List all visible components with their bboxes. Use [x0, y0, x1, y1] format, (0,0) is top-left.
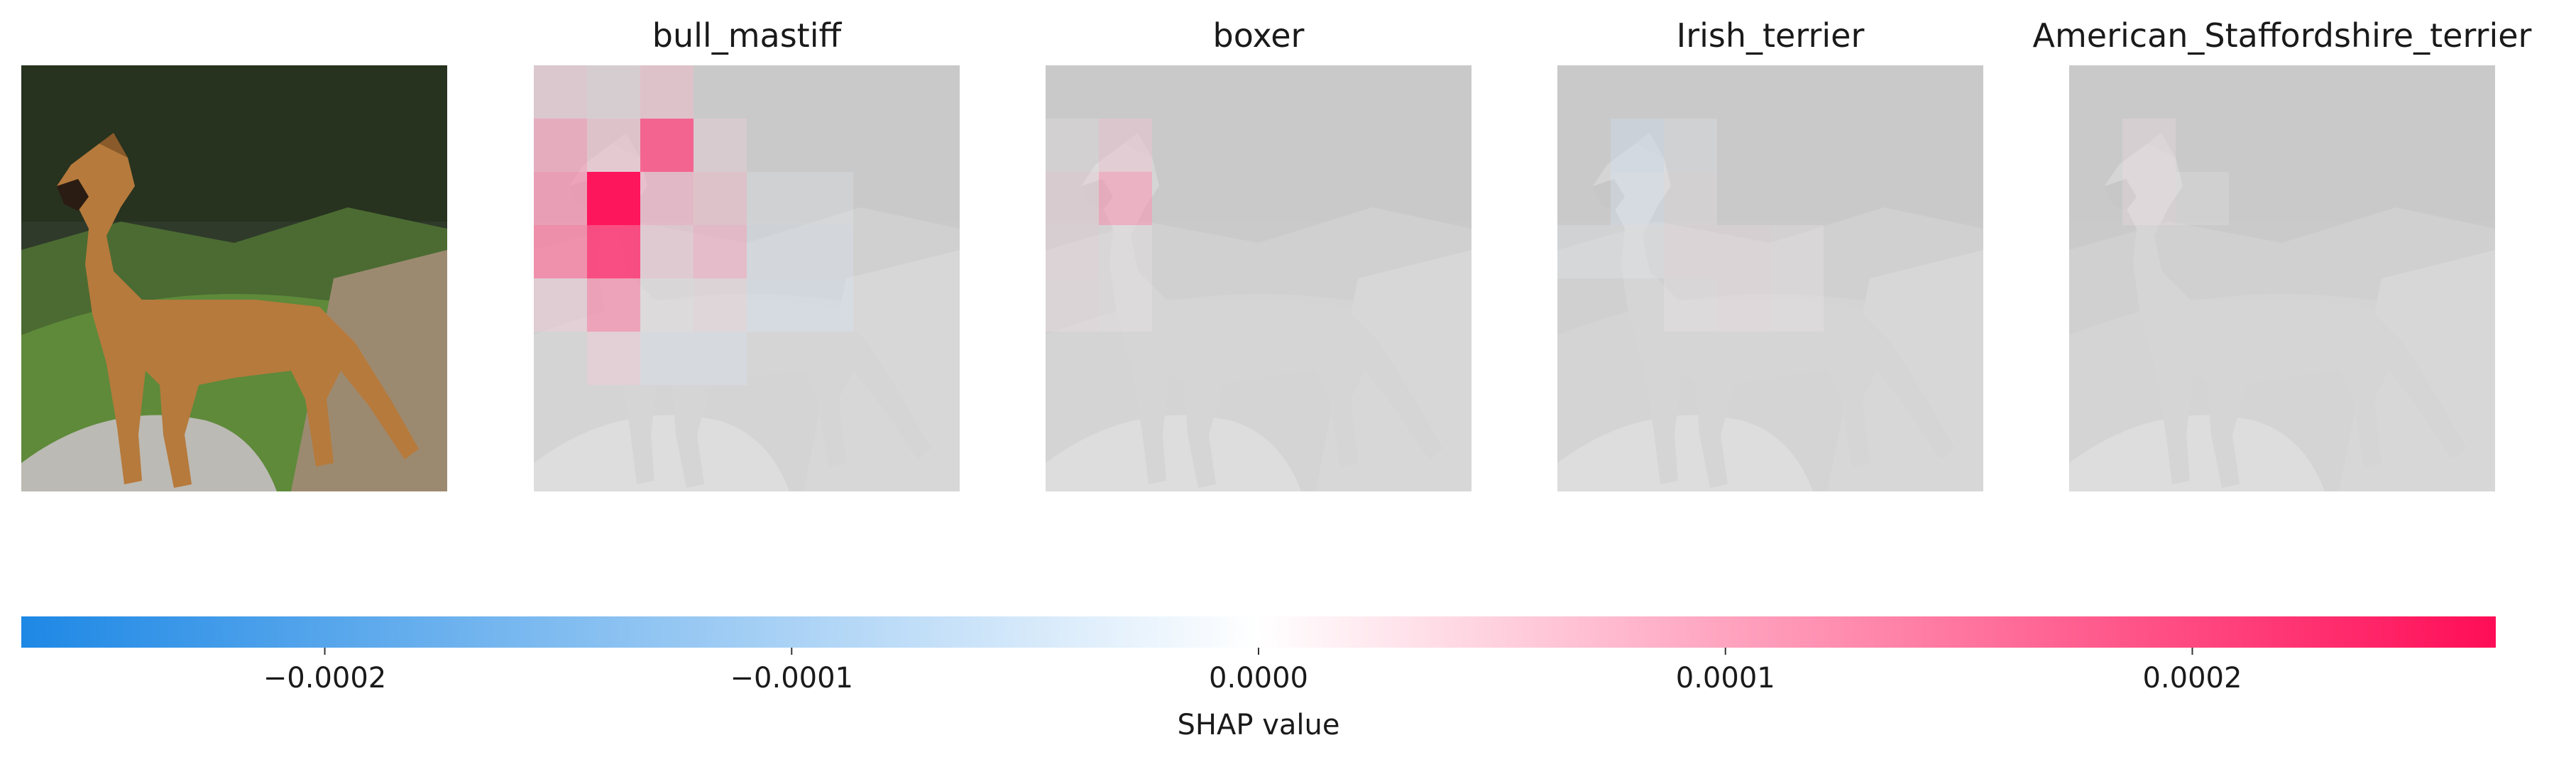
shap-cell: [694, 172, 747, 225]
shap-cell: [1717, 278, 1770, 332]
shap-cell: [747, 278, 800, 332]
shap-cell: [1770, 278, 1824, 332]
shap-cell: [747, 172, 800, 225]
shap-cell: [1664, 278, 1717, 332]
panel-veil: [2069, 65, 2495, 491]
shap-cell: [1611, 172, 1664, 225]
panel-veil: [1557, 65, 1983, 491]
shap-cell: [640, 172, 694, 225]
colorbar-tick-label: −0.0002: [263, 662, 386, 695]
shap-cell: [534, 225, 587, 278]
shap-cell: [1717, 225, 1770, 278]
colorbar-label: SHAP value: [1178, 709, 1340, 741]
shap-cell: [800, 278, 853, 332]
shap-cell: [1046, 225, 1099, 278]
heatmap-panel-american-staffordshire-terrier: [2069, 65, 2495, 491]
panel-title-american-staffordshire-terrier: American_Staffordshire_terrier: [2033, 16, 2532, 55]
shap-cell: [587, 332, 640, 385]
shap-cell: [694, 225, 747, 278]
shap-cell: [534, 172, 587, 225]
heatmap-panel-boxer: [1046, 65, 1471, 491]
shap-cell: [694, 278, 747, 332]
shap-cell: [587, 65, 640, 119]
shap-cell: [1770, 225, 1824, 278]
shap-cell: [1099, 225, 1152, 278]
shap-cell: [1046, 119, 1099, 172]
shap-cell: [1099, 172, 1152, 225]
shap-cell: [534, 119, 587, 172]
shap-cell: [587, 225, 640, 278]
heatmap-panel-irish-terrier: [1557, 65, 1983, 491]
heatmap-panel-bull-mastiff: [534, 65, 960, 491]
shap-cell: [1046, 172, 1099, 225]
colorbar-tick-label: 0.0000: [1209, 662, 1308, 695]
shap-cell: [640, 65, 694, 119]
shap-cell: [694, 119, 747, 172]
panel-title-boxer: boxer: [1213, 16, 1305, 55]
shap-cell: [1099, 119, 1152, 172]
shap-cell: [1099, 278, 1152, 332]
shap-cell: [640, 332, 694, 385]
panel-veil: [1046, 65, 1471, 491]
colorbar-ticks: −0.0002 −0.0001 0.0000 0.0001 0.0002: [263, 648, 2242, 695]
panel-title-bull-mastiff: bull_mastiff: [652, 16, 843, 55]
shap-cell: [1557, 225, 1611, 278]
colorbar-tick-label: −0.0001: [730, 662, 853, 695]
shap-cell: [2176, 172, 2229, 225]
shap-cell: [534, 65, 587, 119]
shap-cell: [1046, 278, 1099, 332]
shap-cell: [640, 225, 694, 278]
shap-cell: [587, 119, 640, 172]
shap-cell: [534, 278, 587, 332]
shap-cell: [1664, 225, 1717, 278]
original-image: [21, 65, 447, 491]
shap-cell: [1664, 119, 1717, 172]
shap-cell: [800, 172, 853, 225]
shap-cell: [1664, 172, 1717, 225]
colorbar-tick-label: 0.0001: [1676, 662, 1775, 695]
shap-cell: [587, 278, 640, 332]
colorbar-tick-label: 0.0002: [2142, 662, 2242, 695]
shap-cell: [2122, 119, 2176, 172]
shap-cell: [640, 278, 694, 332]
shap-cell: [2122, 172, 2176, 225]
colorbar: [21, 616, 2496, 648]
shap-cell: [1611, 119, 1664, 172]
shap-cell: [640, 119, 694, 172]
panel-title-irish-terrier: Irish_terrier: [1677, 16, 1865, 55]
shap-cell: [1611, 225, 1664, 278]
shap-cell: [694, 332, 747, 385]
shap-cell: [747, 225, 800, 278]
shap-cell: [800, 225, 853, 278]
shap-cell: [587, 172, 640, 225]
